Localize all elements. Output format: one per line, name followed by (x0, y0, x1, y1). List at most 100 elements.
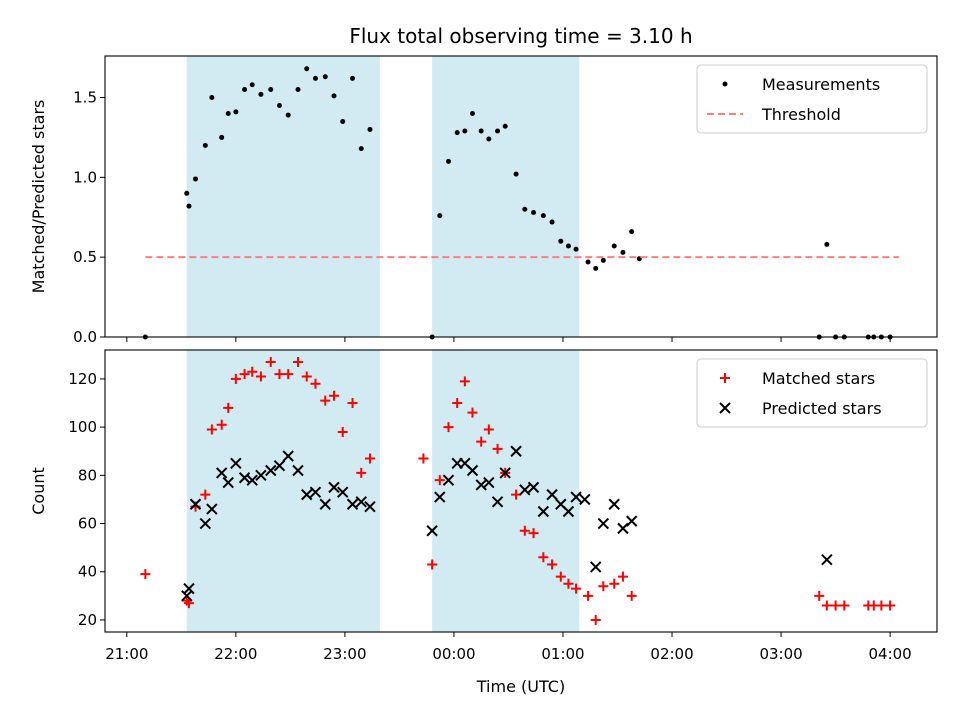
data-point (322, 74, 328, 80)
data-point (184, 190, 190, 196)
data-point (437, 213, 443, 219)
data-point (629, 229, 635, 235)
data-point (328, 390, 339, 401)
data-point (452, 398, 463, 409)
data-point (513, 171, 519, 177)
data-point (590, 614, 601, 625)
data-point (282, 450, 294, 462)
data-point (540, 213, 546, 219)
data-point (426, 525, 438, 537)
data-point (885, 600, 896, 611)
data-point (206, 503, 218, 515)
data-point (216, 419, 227, 430)
data-point (876, 600, 887, 611)
data-point (242, 87, 248, 93)
data-point (199, 517, 212, 530)
data-point (364, 453, 375, 464)
data-point (538, 552, 549, 563)
data-point (573, 246, 579, 252)
y-tick-label: 1.0 (73, 168, 97, 186)
data-point (502, 123, 508, 129)
data-point (511, 489, 522, 500)
data-point (186, 203, 192, 209)
data-point (209, 95, 215, 101)
data-point (293, 357, 304, 368)
y-tick-label: 60 (78, 515, 97, 533)
y-tick-label: 0.0 (73, 328, 97, 346)
data-point (528, 528, 539, 539)
observing-window (186, 56, 380, 337)
data-point (258, 91, 264, 97)
data-point (611, 243, 617, 249)
data-point (609, 578, 620, 589)
data-point (283, 369, 294, 380)
data-point (247, 366, 258, 377)
data-point (309, 486, 322, 498)
x-tick-label: 03:00 (759, 645, 802, 663)
data-point (600, 257, 606, 263)
data-point (140, 569, 151, 580)
data-point (626, 590, 637, 601)
data-point (230, 373, 241, 384)
data-point (301, 488, 313, 501)
x-tick-label: 00:00 (432, 645, 475, 663)
data-point (478, 128, 484, 134)
data-point (546, 488, 558, 501)
legend-label: Measurements (762, 75, 880, 94)
data-point (246, 474, 258, 486)
top-panel: 0.0 0.5 1.0 1.5 Matched/Predicted stars Measu… (29, 55, 938, 346)
y-axis-label: Matched/Predicted stars (29, 100, 48, 294)
data-point (276, 102, 282, 108)
data-point (328, 481, 340, 494)
data-point (821, 600, 832, 611)
data-point (418, 453, 429, 464)
data-point (312, 75, 318, 81)
data-point (292, 464, 304, 477)
data-point (347, 398, 358, 409)
data-point (475, 479, 487, 491)
data-point (206, 424, 217, 435)
x-tick-label: 01:00 (541, 645, 584, 663)
data-point (555, 571, 566, 582)
data-point (189, 498, 202, 510)
data-point (356, 467, 367, 478)
data-point (459, 376, 470, 387)
y-tick-label: 0.5 (73, 248, 97, 266)
data-point (346, 498, 359, 510)
data-point (617, 522, 629, 535)
data-point (499, 467, 511, 479)
legend-label: Threshold (761, 105, 841, 124)
data-point (340, 118, 346, 124)
observing-window (186, 350, 380, 632)
y-tick-label: 80 (78, 466, 97, 484)
data-point (597, 517, 610, 530)
data-point (181, 590, 193, 602)
data-point (268, 87, 274, 93)
data-point (255, 469, 267, 482)
y-tick-label: 20 (78, 611, 97, 629)
data-point (239, 369, 250, 380)
x-tick-label: 21:00 (105, 645, 148, 663)
data-point (483, 424, 494, 435)
data-point (230, 457, 242, 469)
data-point (183, 582, 195, 595)
data-point (571, 583, 582, 594)
data-point (547, 559, 558, 570)
data-point (193, 176, 199, 182)
data-point (367, 126, 373, 132)
observing-window (432, 350, 580, 632)
y-tick-label: 40 (78, 563, 97, 581)
data-point (483, 476, 495, 489)
data-point (364, 500, 376, 513)
data-point (434, 491, 446, 503)
data-point (565, 243, 571, 249)
data-point (620, 249, 626, 255)
data-point (558, 238, 564, 244)
data-point (570, 491, 582, 503)
data-point (537, 505, 550, 518)
observing-window (432, 56, 580, 337)
data-point (549, 219, 555, 225)
data-point (249, 82, 255, 88)
data-point (301, 371, 312, 382)
data-point (585, 259, 591, 265)
